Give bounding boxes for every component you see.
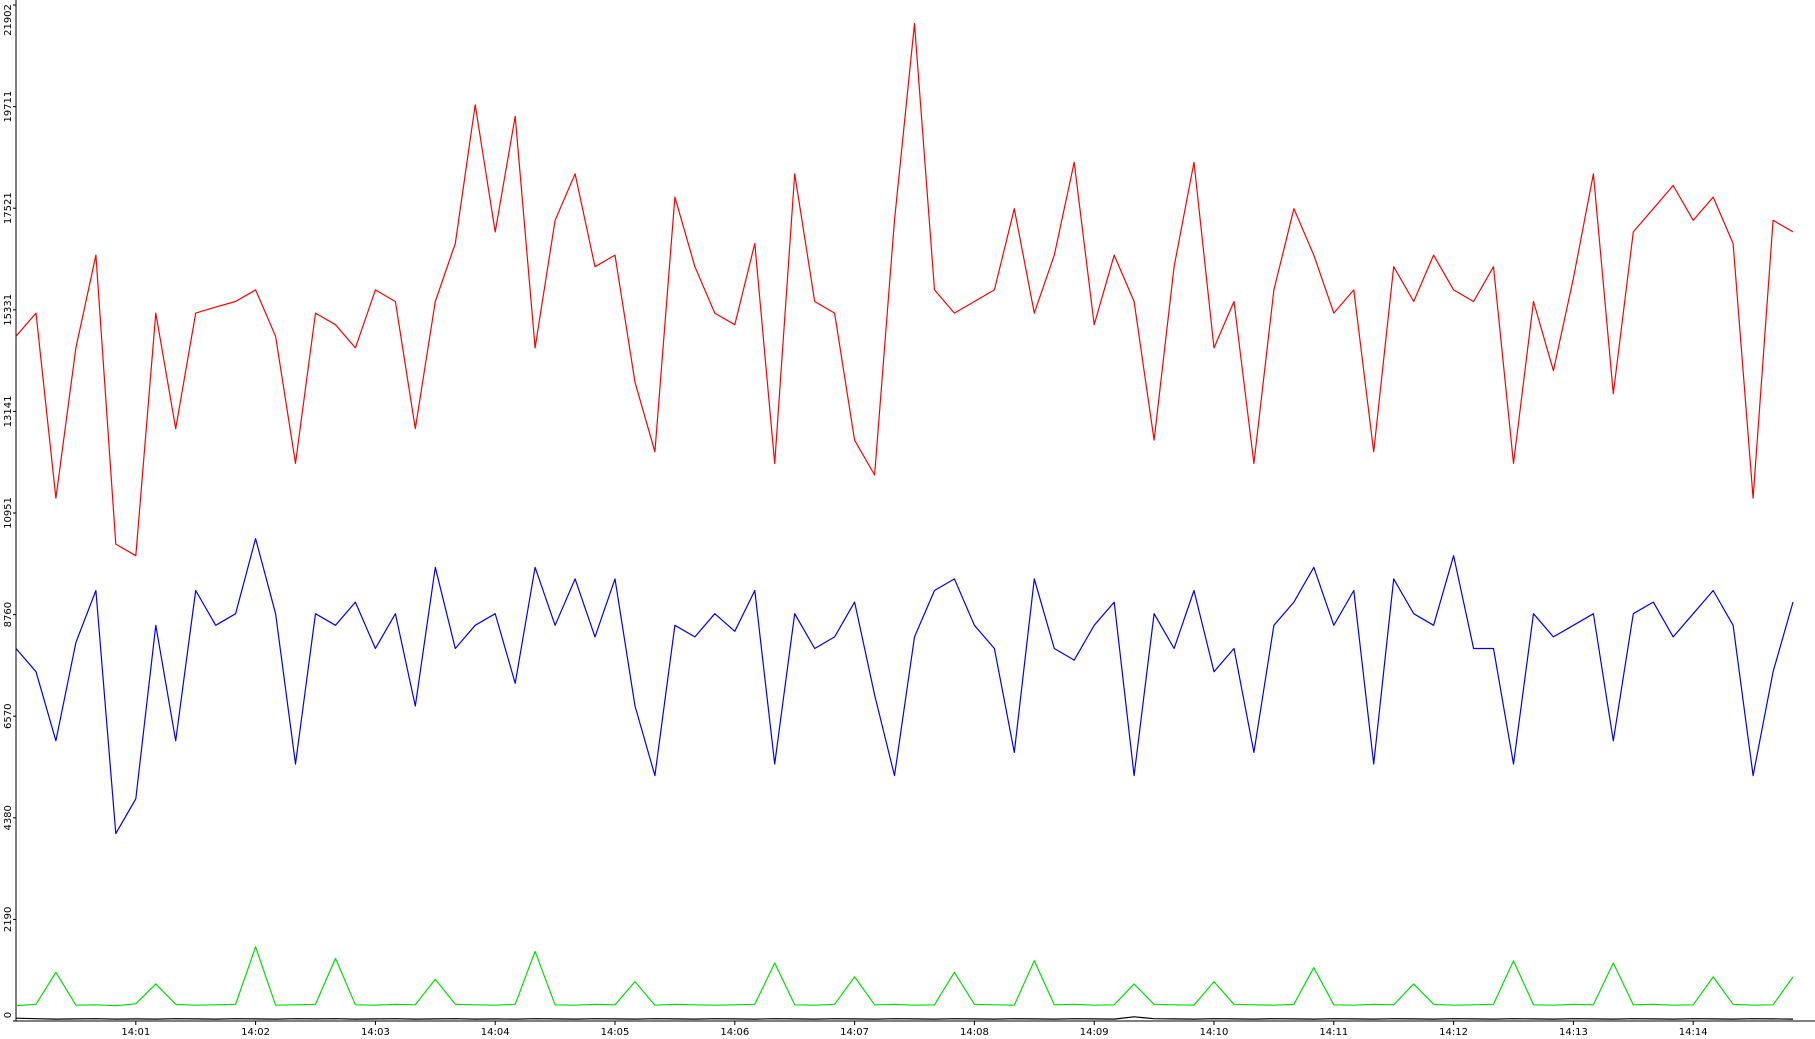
x-tick-label: 14:07: [840, 1027, 869, 1038]
data-line: [15, 946, 1794, 1007]
y-tick-label: 4380: [3, 805, 14, 830]
y-tick-label: 10951: [3, 497, 14, 529]
x-tick-label: 14:14: [1679, 1027, 1708, 1038]
x-tick-label: 14:11: [1319, 1027, 1348, 1038]
x-tick-label: 14:08: [960, 1027, 989, 1038]
y-tick-label: 8760: [3, 602, 14, 627]
x-tick-label: 14:04: [481, 1027, 510, 1038]
x-tick-label: 14:06: [720, 1027, 749, 1038]
x-tick-label: 14:12: [1439, 1027, 1468, 1038]
y-tick-label: 19711: [3, 91, 14, 123]
y-tick-label: 6570: [3, 704, 14, 729]
y-tick-label: 2190: [3, 907, 14, 932]
y-tick-label: 15331: [3, 294, 14, 326]
x-tick-label: 14:01: [121, 1027, 150, 1038]
data-line: [15, 1016, 1794, 1020]
x-tick-label: 14:09: [1080, 1027, 1109, 1038]
y-tick-label: 0: [3, 1012, 14, 1018]
y-tick-label: 21902: [3, 4, 14, 36]
y-tick-label: 13141: [3, 396, 14, 428]
x-tick-label: 14:10: [1200, 1027, 1229, 1038]
x-tick-label: 14:05: [601, 1027, 630, 1038]
y-tick-label: 17521: [3, 192, 14, 224]
x-tick-label: 14:13: [1559, 1027, 1588, 1038]
x-tick-label: 14:02: [241, 1027, 270, 1038]
data-line: [15, 23, 1794, 557]
data-line: [15, 537, 1794, 835]
x-tick-label: 14:03: [361, 1027, 390, 1038]
